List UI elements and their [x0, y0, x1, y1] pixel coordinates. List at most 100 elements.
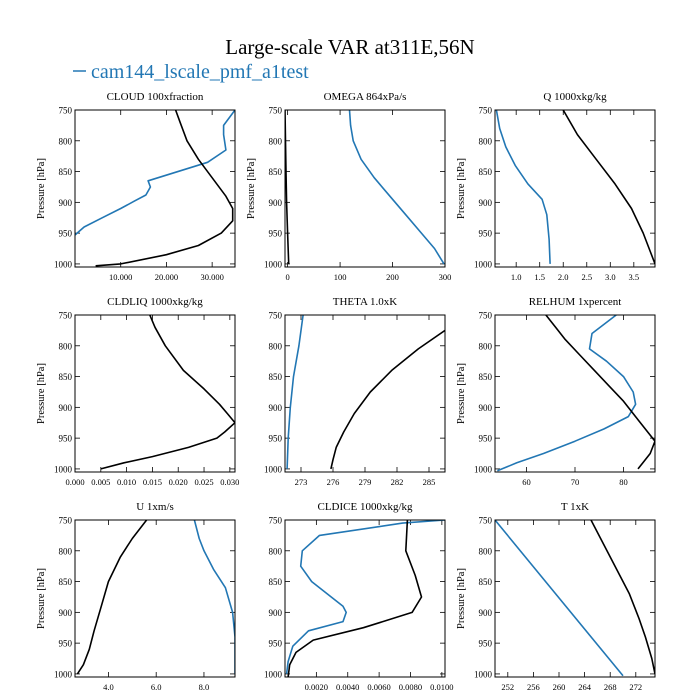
plot-frame	[74, 314, 236, 473]
y-tick-label: 750	[59, 311, 73, 321]
x-tick-label: 0.0100	[430, 682, 453, 692]
x-tick-label: 0.0040	[336, 682, 359, 692]
series-line-black	[285, 110, 290, 264]
x-tick-label: 6.0	[151, 682, 162, 692]
y-tick-label: 800	[479, 546, 493, 556]
y-tick-label: 1000	[264, 464, 283, 474]
y-axis-label: Pressure [hPa]	[456, 363, 467, 424]
y-tick-label: 800	[269, 136, 283, 146]
series-line-blue	[285, 520, 445, 674]
panel-title: T 1xK	[561, 501, 589, 513]
plot-frame	[74, 109, 236, 268]
y-tick-label: 900	[59, 403, 73, 413]
x-tick-label: 0.0060	[367, 682, 390, 692]
panel: THETA 1.0xK 750 800 850 900 950 1000 273 276 279 2…	[264, 296, 446, 487]
series-line-blue	[75, 110, 235, 236]
x-tick-label: 3.5	[629, 272, 640, 282]
panel: CLOUD 100xfraction Pressure [hPa] 750 800 85…	[36, 91, 236, 282]
y-tick-label: 750	[59, 106, 73, 116]
series-line-black	[95, 110, 234, 267]
panel: T 1xK Pressure [hPa] 750 800 850 900 950 1000 25…	[456, 501, 656, 692]
y-tick-label: 750	[479, 106, 493, 116]
x-tick-label: 100	[334, 272, 347, 282]
y-tick-label: 900	[269, 198, 283, 208]
y-tick-label: 900	[479, 198, 493, 208]
y-tick-label: 800	[479, 341, 493, 351]
y-tick-label: 850	[59, 167, 73, 177]
y-tick-label: 900	[269, 608, 283, 618]
x-tick-label: 0.005	[91, 477, 110, 487]
panel-title: CLDLIQ 1000xkg/kg	[107, 296, 203, 308]
x-tick-label: 0.010	[117, 477, 136, 487]
y-tick-label: 850	[269, 372, 283, 382]
panel-title: U 1xm/s	[136, 501, 174, 513]
series-line-blue	[495, 110, 551, 264]
y-tick-label: 800	[59, 546, 73, 556]
y-tick-label: 800	[59, 341, 73, 351]
x-tick-label: 282	[391, 477, 404, 487]
x-tick-label: 30.000	[200, 272, 223, 282]
x-tick-label: 273	[295, 477, 308, 487]
x-tick-label: 70	[571, 477, 580, 487]
y-tick-label: 900	[479, 608, 493, 618]
x-tick-label: 60	[522, 477, 531, 487]
panel: OMEGA 864xPa/s Pressure [hPa] 750 800 850 900…	[246, 91, 451, 282]
x-tick-label: 256	[527, 682, 540, 692]
x-tick-label: 279	[359, 477, 372, 487]
y-tick-label: 850	[479, 577, 493, 587]
y-tick-label: 1000	[474, 259, 493, 269]
plot-frame	[74, 519, 236, 678]
panel-title: RELHUM 1xpercent	[529, 296, 622, 308]
y-tick-label: 1000	[264, 669, 283, 679]
x-tick-label: 0.015	[143, 477, 162, 487]
y-tick-label: 800	[269, 341, 283, 351]
x-tick-label: 3.0	[605, 272, 616, 282]
y-tick-label: 1000	[54, 259, 73, 269]
x-tick-label: 2.5	[581, 272, 592, 282]
y-axis-label: Pressure [hPa]	[36, 363, 47, 424]
x-tick-label: 272	[629, 682, 642, 692]
series-line-black	[545, 315, 655, 470]
y-tick-label: 950	[269, 639, 283, 649]
y-tick-label: 750	[269, 106, 283, 116]
panel: U 1xm/s Pressure [hPa] 750 800 850 900 950 1000…	[36, 501, 236, 692]
y-tick-label: 1000	[474, 464, 493, 474]
y-tick-label: 900	[59, 608, 73, 618]
series-line-blue	[193, 520, 235, 674]
y-tick-label: 950	[59, 434, 73, 444]
y-axis-label: Pressure [hPa]	[456, 158, 467, 219]
panel: CLDICE 1000xkg/kg 750 800 850 900 950 1000 0.00…	[264, 501, 454, 692]
y-tick-label: 900	[59, 198, 73, 208]
y-tick-label: 750	[479, 516, 493, 526]
y-tick-label: 900	[269, 403, 283, 413]
y-tick-label: 950	[59, 229, 73, 239]
series-line-black	[76, 520, 148, 675]
x-tick-label: 0.0020	[305, 682, 328, 692]
series-line-blue	[286, 315, 304, 469]
panel-title: CLOUD 100xfraction	[107, 91, 204, 103]
series-line-blue	[497, 315, 637, 472]
plot-frame	[284, 519, 446, 678]
y-tick-label: 800	[59, 136, 73, 146]
x-tick-label: 0.000	[65, 477, 84, 487]
y-tick-label: 750	[269, 516, 283, 526]
x-tick-label: 276	[327, 477, 340, 487]
x-tick-label: 0	[285, 272, 289, 282]
series-line-black	[330, 329, 445, 470]
y-tick-label: 1000	[474, 669, 493, 679]
y-tick-label: 1000	[54, 669, 73, 679]
x-tick-label: 0.020	[169, 477, 188, 487]
plot-frame	[284, 109, 446, 268]
x-tick-label: 0.030	[220, 477, 239, 487]
y-tick-label: 900	[479, 403, 493, 413]
x-tick-label: 20.000	[155, 272, 178, 282]
x-tick-label: 0.025	[194, 477, 213, 487]
y-tick-label: 750	[59, 516, 73, 526]
y-tick-label: 950	[59, 639, 73, 649]
y-axis-label: Pressure [hPa]	[36, 158, 47, 219]
y-axis-label: Pressure [hPa]	[36, 568, 47, 629]
y-tick-label: 1000	[264, 259, 283, 269]
x-tick-label: 0.0080	[399, 682, 422, 692]
plot-frame	[494, 314, 656, 473]
